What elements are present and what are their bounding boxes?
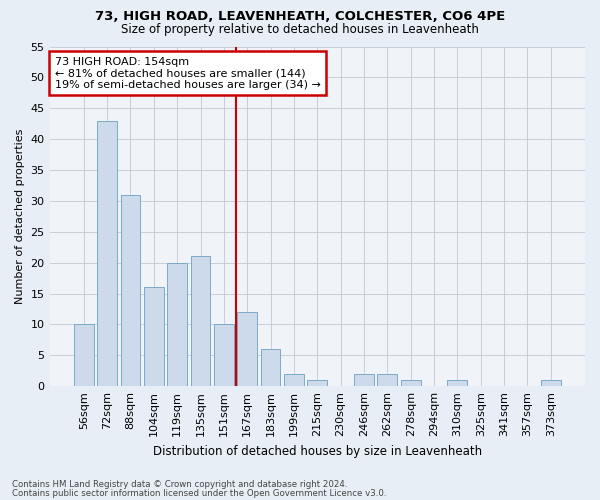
Text: Contains public sector information licensed under the Open Government Licence v3: Contains public sector information licen… (12, 489, 386, 498)
Bar (97, 120, 117, 386)
Bar (307, 380, 327, 386)
Bar (214, 324, 234, 386)
Text: Contains HM Land Registry data © Crown copyright and database right 2024.: Contains HM Land Registry data © Crown c… (12, 480, 347, 489)
Bar (121, 194, 140, 386)
Bar (377, 374, 397, 386)
Bar (144, 288, 164, 386)
Bar (448, 380, 467, 386)
Bar (401, 380, 421, 386)
Text: Size of property relative to detached houses in Leavenheath: Size of property relative to detached ho… (121, 22, 479, 36)
Bar (74, 324, 94, 386)
Bar (167, 262, 187, 386)
Bar (191, 256, 211, 386)
Bar (260, 349, 280, 386)
Bar (354, 374, 374, 386)
Text: 73 HIGH ROAD: 154sqm
← 81% of detached houses are smaller (144)
19% of semi-deta: 73 HIGH ROAD: 154sqm ← 81% of detached h… (55, 56, 321, 90)
Text: 73, HIGH ROAD, LEAVENHEATH, COLCHESTER, CO6 4PE: 73, HIGH ROAD, LEAVENHEATH, COLCHESTER, … (95, 10, 505, 23)
X-axis label: Distribution of detached houses by size in Leavenheath: Distribution of detached houses by size … (153, 444, 482, 458)
Bar (238, 312, 257, 386)
Bar (541, 380, 560, 386)
Bar (284, 374, 304, 386)
Y-axis label: Number of detached properties: Number of detached properties (15, 128, 25, 304)
